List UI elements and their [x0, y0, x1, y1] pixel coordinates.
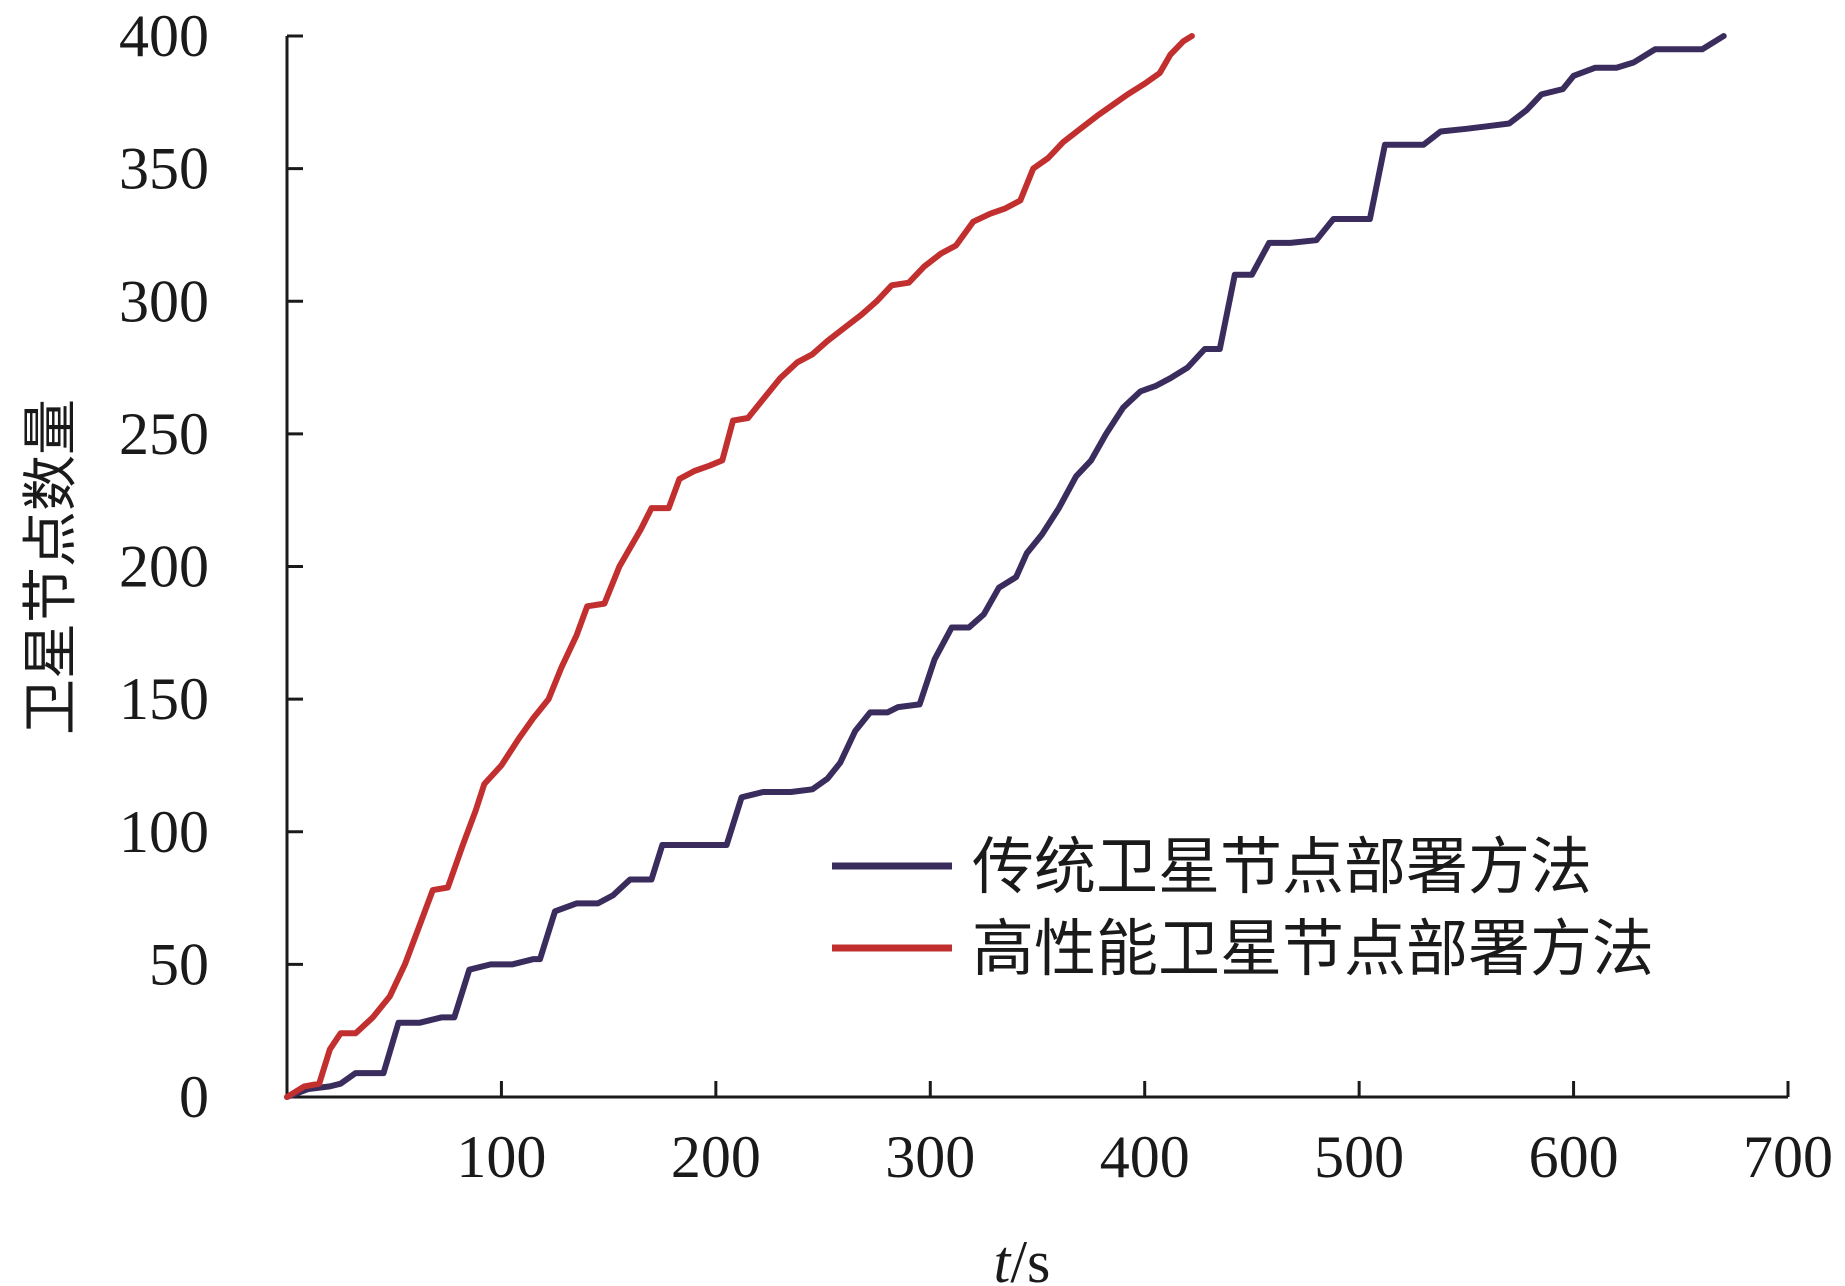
x-tick-label: 100	[456, 1124, 546, 1190]
y-tick-label: 100	[119, 799, 209, 865]
legend-label-2: 高性能卫星节点部署方法	[972, 912, 1654, 985]
y-tick-label: 50	[149, 931, 209, 997]
x-axis-title-variable: t	[994, 1229, 1012, 1286]
y-tick-label: 250	[119, 401, 209, 467]
series-line-1	[284, 33, 1727, 1100]
x-tick-label: 200	[671, 1124, 761, 1190]
plot-axes: 0 50 100 150 200 250 300 350 400 100 200 300 400 500 6…	[119, 3, 1833, 1190]
y-tick-label: 400	[119, 3, 209, 69]
series-line-2	[284, 33, 1195, 1100]
y-tick-label: 150	[119, 666, 209, 732]
x-tick-label: 600	[1529, 1124, 1619, 1190]
plot-series	[284, 33, 1727, 1100]
y-axis-title: 卫星节点数量	[19, 399, 84, 735]
x-axis-title: t/s	[994, 1229, 1051, 1286]
x-tick-label: 500	[1314, 1124, 1404, 1190]
y-tick-label: 0	[179, 1064, 209, 1130]
x-tick-label: 400	[1100, 1124, 1190, 1190]
x-tick-label: 300	[885, 1124, 975, 1190]
x-axis-title-unit: /s	[1010, 1229, 1050, 1286]
x-tick-label: 700	[1743, 1124, 1833, 1190]
y-tick-label: 350	[119, 136, 209, 202]
legend-label-1: 传统卫星节点部署方法	[972, 830, 1592, 903]
y-tick-label: 200	[119, 534, 209, 600]
y-tick-label: 300	[119, 268, 209, 334]
